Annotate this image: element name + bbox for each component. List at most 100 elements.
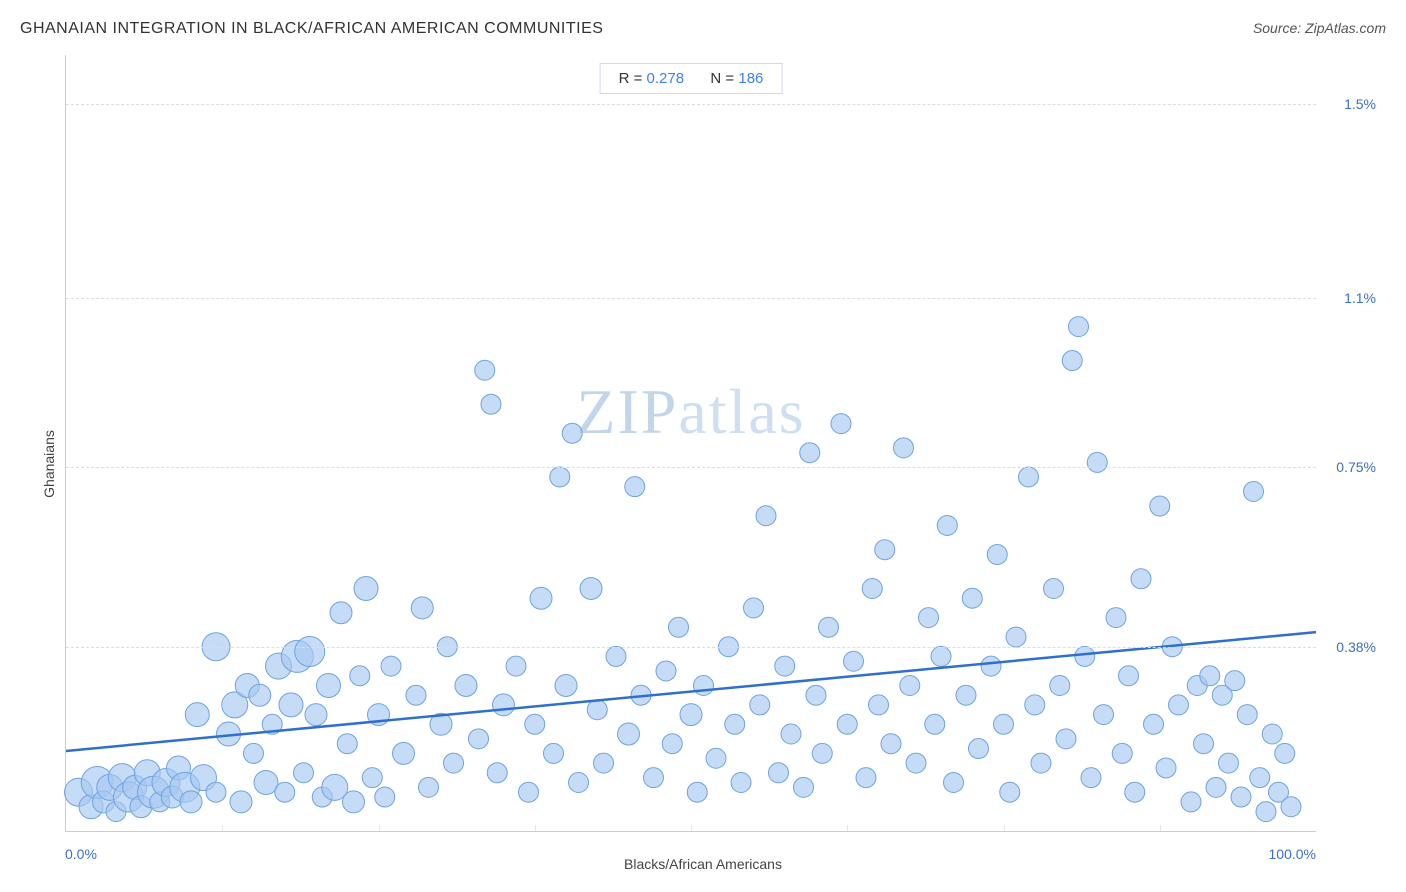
scatter-point [337,734,357,754]
scatter-point [411,597,433,619]
scatter-point [981,656,1001,676]
scatter-point [206,782,226,802]
scatter-point [185,703,209,727]
scatter-point [1131,569,1151,589]
scatter-point [562,423,582,443]
scatter-point [1206,777,1226,797]
scatter-point [1000,782,1020,802]
scatter-point [525,714,545,734]
scatter-point [1087,452,1107,472]
scatter-point [844,651,864,671]
scatter-point [618,723,640,745]
scatter-point [987,545,1007,565]
scatter-point [680,704,702,726]
scatter-point [1200,666,1220,686]
scatter-point [587,700,607,720]
y-axis-label: Ghanaians [41,430,57,498]
scatter-point [881,734,901,754]
scatter-point [1144,714,1164,734]
scatter-point [1094,705,1114,725]
scatter-point [812,743,832,763]
scatter-point [831,414,851,434]
scatter-point [769,763,789,783]
scatter-point [1281,797,1301,817]
scatter-point [550,467,570,487]
scatter-point [1056,729,1076,749]
scatter-point [837,714,857,734]
y-tick-label: 0.38% [1336,639,1376,655]
scatter-point [1262,724,1282,744]
scatter-point [1169,695,1189,715]
scatter-point [1219,753,1239,773]
scatter-point [1106,608,1126,628]
scatter-point [694,676,714,696]
scatter-point [931,646,951,666]
scatter-point [1050,676,1070,696]
scatter-point [1181,792,1201,812]
scatter-point [750,695,770,715]
scatter-point [819,617,839,637]
scatter-point [419,777,439,797]
scatter-point [530,587,552,609]
scatter-point [944,773,964,793]
scatter-point [781,724,801,744]
scatter-point [375,787,395,807]
scatter-point [1019,467,1039,487]
scatter-point [230,791,252,813]
scatter-point [800,443,820,463]
scatter-point [969,739,989,759]
scatter-point [249,684,271,706]
scatter-point [906,753,926,773]
scatter-point [569,773,589,793]
x-axis-min-label: 0.0% [65,846,97,862]
scatter-point [756,506,776,526]
scatter-point [1237,705,1257,725]
scatter-point [806,685,826,705]
scatter-point [444,753,464,773]
scatter-point [625,477,645,497]
chart-source: Source: ZipAtlas.com [1253,20,1386,36]
scatter-point [706,748,726,768]
y-tick-label: 1.5% [1344,96,1376,112]
scatter-point [1250,768,1270,788]
scatter-point [1275,743,1295,763]
scatter-point [1244,482,1264,502]
scatter-point [662,734,682,754]
scatter-point [794,777,814,797]
scatter-point [1062,351,1082,371]
scatter-point [279,693,303,717]
scatter-point [919,608,939,628]
scatter-point [506,656,526,676]
scatter-point [343,791,365,813]
scatter-point [555,675,577,697]
scatter-point [744,598,764,618]
chart-header: GHANAIAN INTEGRATION IN BLACK/AFRICAN AM… [20,20,1386,38]
scatter-point [956,685,976,705]
x-axis-max-label: 100.0% [1269,846,1316,862]
scatter-point [775,656,795,676]
scatter-point [725,714,745,734]
scatter-point [493,694,515,716]
scatter-point [317,674,341,698]
scatter-point [1075,646,1095,666]
scatter-point [350,666,370,686]
scatter-point [731,773,751,793]
scatter-point [294,763,314,783]
scatter-point [1025,695,1045,715]
scatter-point [1231,787,1251,807]
scatter-point [862,579,882,599]
scatter-point [1150,496,1170,516]
scatter-point [1081,768,1101,788]
scatter-point [487,763,507,783]
scatter-point [894,438,914,458]
scatter-point [295,637,325,667]
scatter-point [1044,579,1064,599]
scatter-point [869,695,889,715]
scatter-point [330,602,352,624]
scatter-point [594,753,614,773]
scatter-point [1031,753,1051,773]
scatter-point [406,685,426,705]
scatter-point [1225,671,1245,691]
scatter-point [244,743,264,763]
chart-title: GHANAIAN INTEGRATION IN BLACK/AFRICAN AM… [20,20,603,38]
